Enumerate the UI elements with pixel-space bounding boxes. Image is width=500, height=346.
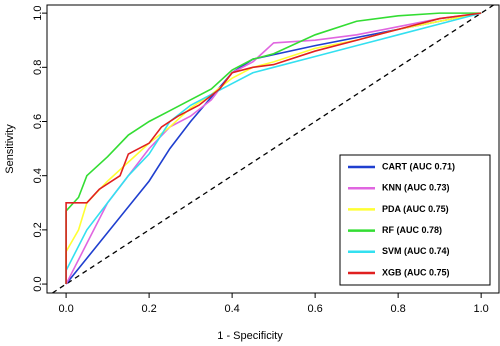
legend-box — [339, 154, 491, 286]
plot-frame — [46, 4, 500, 294]
roc-curve — [65, 12, 482, 285]
x-tick-label: 1.0 — [474, 303, 489, 315]
y-tick-label: 0.4 — [32, 168, 44, 183]
legend-label: KNN (AUC 0.73) — [382, 183, 450, 193]
x-tick-label: 0.6 — [307, 303, 322, 315]
legend-label: RF (AUC 0.78) — [382, 225, 442, 235]
y-tick-label: 0.8 — [32, 60, 44, 75]
legend-label: SVM (AUC 0.74) — [382, 246, 450, 256]
x-axis-label: 1 - Specificity — [217, 330, 283, 342]
x-tick-label: 0.8 — [390, 303, 405, 315]
legend-label: XGB (AUC 0.75) — [382, 267, 450, 277]
y-tick-label: 0.2 — [32, 222, 44, 237]
y-tick-label: 0.0 — [32, 276, 44, 291]
y-tick-label: 0.6 — [32, 114, 44, 129]
x-tick-label: 0.0 — [58, 303, 73, 315]
x-tick-label: 0.2 — [141, 303, 156, 315]
y-axis-label: Sensitivity — [4, 124, 16, 174]
legend-label: CART (AUC 0.71) — [382, 161, 455, 171]
roc-curve — [65, 12, 482, 285]
y-tick-label: 1.0 — [32, 5, 44, 20]
roc-curve — [65, 12, 482, 285]
x-tick-label: 0.4 — [224, 303, 239, 315]
chance-line — [52, 4, 494, 294]
legend-label: PDA (AUC 0.75) — [382, 204, 449, 214]
